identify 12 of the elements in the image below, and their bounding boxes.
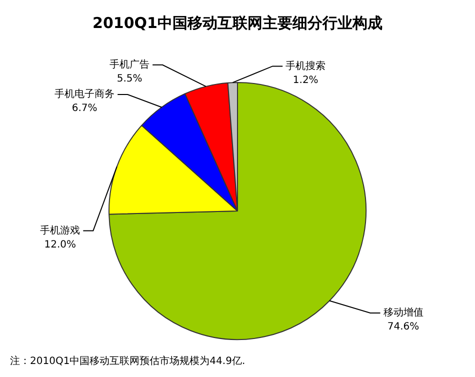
data-label: 1.2% — [292, 74, 318, 86]
slice-label: 手机电子商务 — [54, 88, 115, 100]
slice-label: 移动增值 — [383, 306, 424, 319]
slice-label: 手机广告 — [110, 58, 150, 71]
slice-label: 手机搜索 — [286, 60, 326, 72]
data-label: 12.0% — [44, 239, 76, 250]
data-label: 5.5% — [116, 74, 142, 85]
slice-label: 手机游戏 — [40, 224, 80, 236]
data-label: 74.6% — [387, 322, 420, 333]
chart-title: 2010Q1中国移动互联网主要细分行业构成 — [92, 14, 384, 33]
data-label: 6.7% — [72, 103, 98, 114]
text: 注：2010Q1中国移动互联网预估市场规模为44.9亿. — [10, 354, 246, 368]
